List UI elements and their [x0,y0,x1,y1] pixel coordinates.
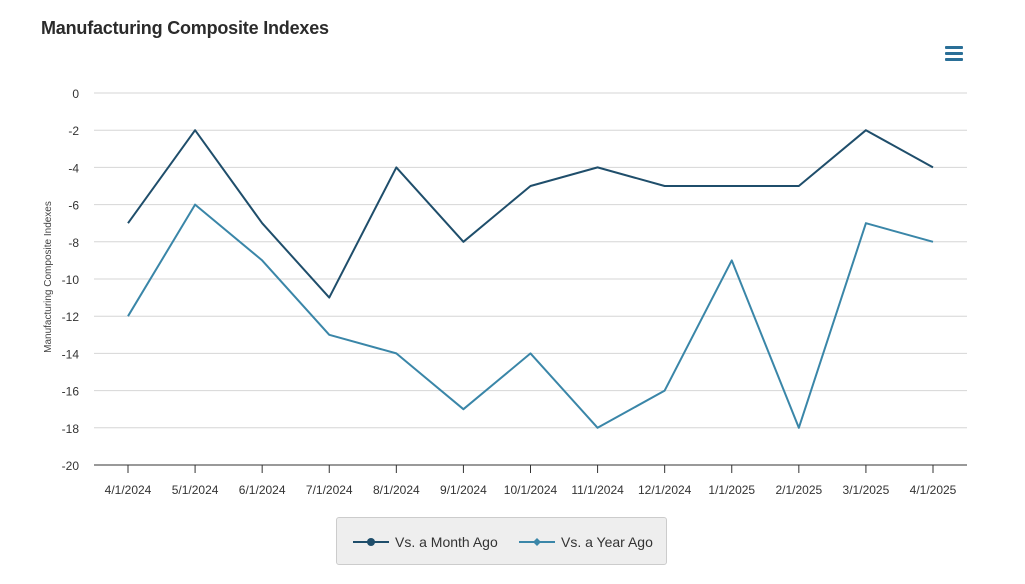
x-tick-label: 11/1/2024 [571,483,624,497]
y-tick-label: -18 [62,422,80,436]
series-line-month-ago [127,129,934,299]
y-tick-label: -6 [68,199,79,213]
legend-label-month-ago: Vs. a Month Ago [395,534,498,550]
legend-label-year-ago: Vs. a Year Ago [561,534,653,550]
legend-item-year-ago[interactable]: Vs. a Year Ago [519,532,653,552]
x-tick-label: 2/1/2025 [775,483,822,497]
chart-legend: Vs. a Month Ago Vs. a Year Ago [336,517,667,565]
y-tick-label: -8 [68,236,79,250]
x-tick-label: 9/1/2024 [440,483,487,497]
x-tick-label: 7/1/2024 [306,483,353,497]
y-tick-label: -16 [62,385,80,399]
x-tick-label: 3/1/2025 [843,483,890,497]
legend-marker-month-ago-icon [353,538,389,546]
y-tick-label: -2 [68,124,79,138]
x-tick-label: 1/1/2025 [708,483,755,497]
y-tick-label: -20 [62,459,80,473]
x-tick-label: 8/1/2024 [373,483,420,497]
x-tick-label: 6/1/2024 [239,483,286,497]
y-tick-label: 0 [72,87,79,101]
legend-marker-year-ago-icon [519,538,555,546]
hamburger-menu-icon[interactable] [945,46,963,62]
x-tick-label: 5/1/2024 [172,483,219,497]
y-tick-label: -4 [68,161,79,175]
legend-item-month-ago[interactable]: Vs. a Month Ago [353,532,498,552]
y-tick-label: -12 [62,310,80,324]
y-axis-title: Manufacturing Composite Indexes [43,201,54,353]
line-chart: 0 -2 -4 -6 -8 -10 -12 -14 -16 -18 -20 4/1/2024 5/1/2… [43,87,967,497]
chart-title: Manufacturing Composite Indexes [41,18,329,38]
x-tick-label: 4/1/2025 [910,483,957,497]
x-tick-label: 12/1/2024 [638,483,692,497]
x-tick-label: 4/1/2024 [105,483,152,497]
y-tick-label: -14 [62,347,80,361]
series-line-year-ago [127,203,934,429]
x-tick-label: 10/1/2024 [504,483,558,497]
y-tick-label: -10 [62,273,80,287]
